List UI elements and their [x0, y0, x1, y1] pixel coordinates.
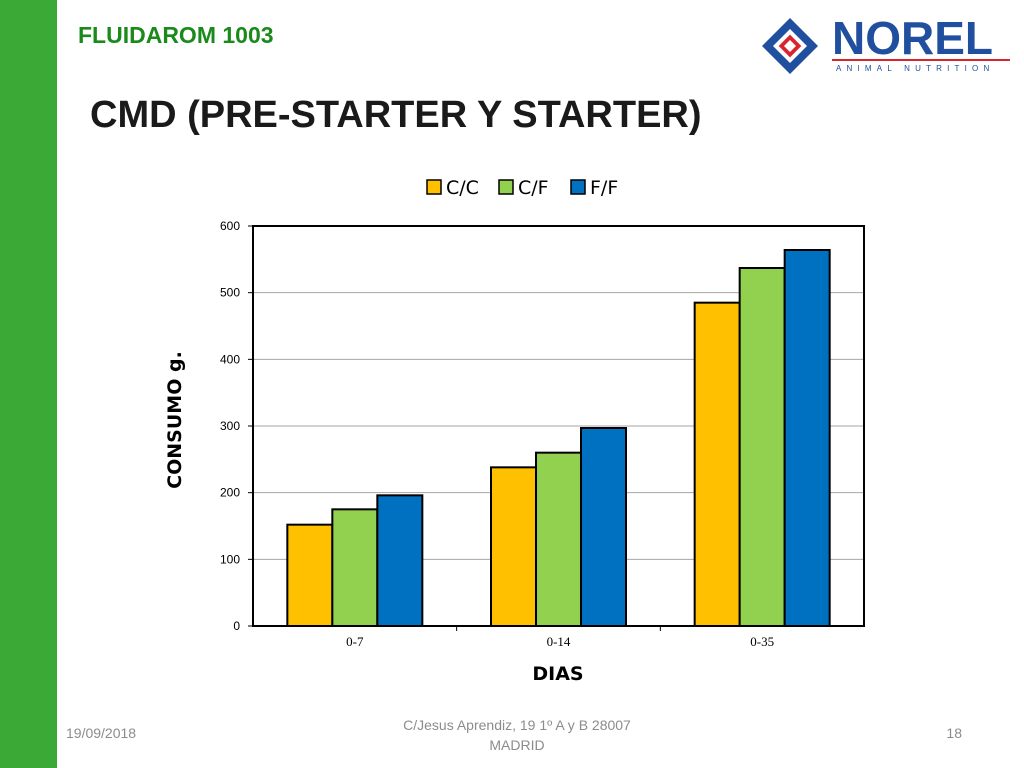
product-name: FLUIDAROM 1003 [78, 22, 274, 48]
footer-date: 19/09/2018 [66, 725, 137, 741]
norel-emblem-icon [762, 18, 818, 74]
footer-address-line2: MADRID [489, 737, 545, 753]
logo-name: NOREL [832, 12, 993, 64]
y-tick-label: 100 [220, 552, 240, 566]
x-tick-label: 0-35 [750, 634, 774, 649]
x-tick-label: 0-14 [547, 634, 571, 649]
footer-address-line1: C/Jesus Aprendiz, 19 1º A y B 28007 [403, 717, 631, 733]
y-tick-label: 0 [233, 619, 240, 633]
side-accent-bar [0, 0, 57, 768]
bar-c-f-0-14 [535, 451, 582, 627]
bar-f-f-0-35 [783, 249, 831, 627]
y-tick-label: 400 [220, 352, 240, 366]
legend-label: F/F [590, 177, 618, 199]
legend-swatch [570, 179, 586, 195]
legend-swatch [498, 179, 514, 195]
y-tick-label: 300 [220, 419, 240, 433]
x-tick-label: 0-7 [346, 634, 364, 649]
legend-label: C/C [446, 177, 479, 199]
legend-swatch [426, 179, 442, 195]
legend-label: C/F [518, 177, 549, 199]
bar-c-f-0-7 [331, 508, 379, 628]
logo-tagline: ANIMAL NUTRITION [836, 64, 994, 73]
y-tick-label: 200 [220, 486, 240, 500]
bar-f-f-0-14 [580, 427, 627, 627]
y-tick-label: 500 [220, 286, 240, 300]
bar-f-f-0-7 [376, 494, 424, 628]
slide-title: CMD (PRE-STARTER Y STARTER) [90, 94, 702, 136]
y-axis-label: CONSUMO g. [164, 351, 186, 489]
y-tick-label: 600 [220, 219, 240, 233]
footer-address: C/Jesus Aprendiz, 19 1º A y B 28007 MADR… [372, 715, 662, 755]
x-axis-label: DIAS [532, 663, 583, 685]
bar-c-c-0-35 [693, 301, 741, 627]
bar-c-c-0-14 [490, 466, 537, 628]
norel-logo: NOREL ANIMAL NUTRITION [762, 12, 1010, 74]
footer-page-number: 18 [946, 725, 962, 741]
bar-c-f-0-35 [738, 267, 786, 627]
bar-c-c-0-7 [286, 523, 334, 628]
